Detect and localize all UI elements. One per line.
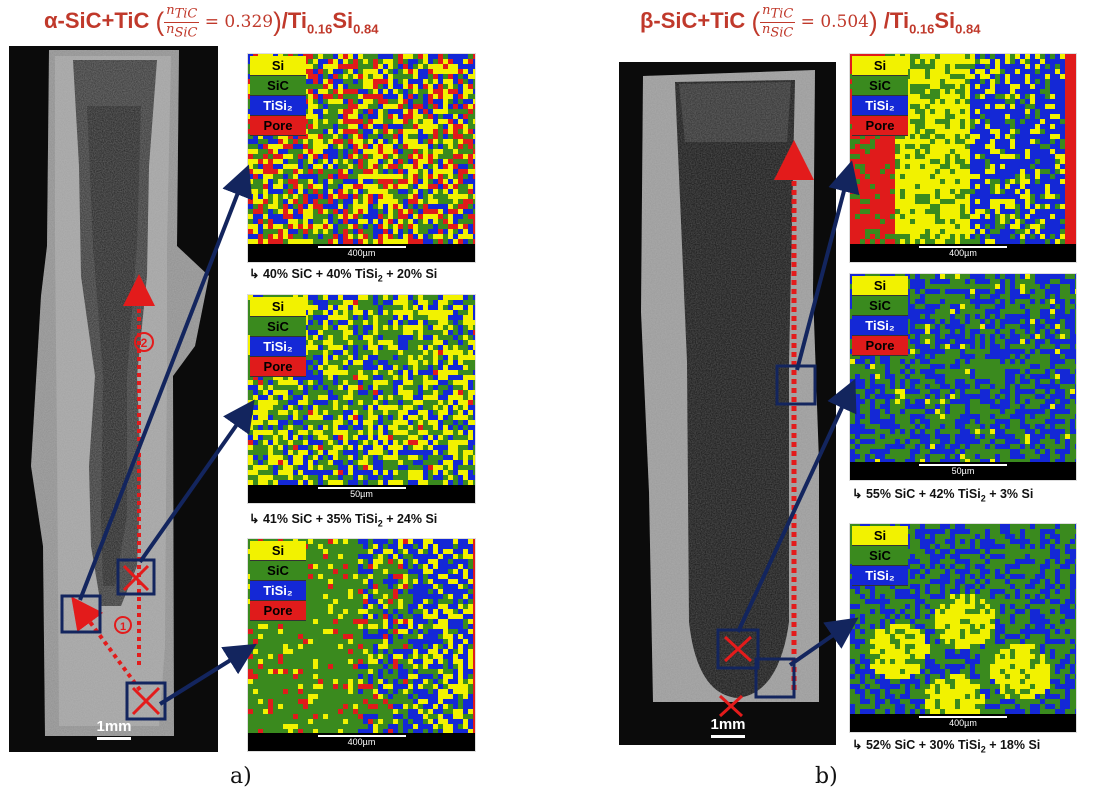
composition-a2: ↳ 41% SiC + 35% TiSi2 + 24% Si (249, 512, 438, 529)
phase-map-a1-graphic (248, 54, 475, 262)
legend-pore: Pore (250, 357, 306, 377)
legend-b1: Si SiC TiSi₂ Pore (852, 56, 908, 136)
legend-si: Si (250, 297, 306, 317)
legend-si: Si (852, 526, 908, 546)
sem-scale-bar-b: 1mm (693, 716, 763, 738)
phase-map-a1: Si SiC TiSi₂ Pore 400µm (247, 53, 476, 263)
legend-tisi2: TiSi₂ (852, 316, 908, 336)
composition-b2: ↳ 55% SiC + 42% TiSi2 + 3% Si (852, 487, 1034, 504)
legend-sic: SiC (250, 317, 306, 337)
map-scale-b1: 400µm (850, 244, 1076, 262)
sem-scale-bar-a: 1mm (79, 718, 149, 740)
legend-a3: Si SiC TiSi₂ Pore (250, 541, 306, 621)
sem-image-b-graphic (641, 70, 819, 702)
phase-map-a2: Si SiC TiSi₂ Pore 50µm (247, 294, 476, 504)
legend-a1: Si SiC TiSi₂ Pore (250, 56, 306, 136)
legend-tisi2: TiSi₂ (250, 96, 306, 116)
legend-tisi2: TiSi₂ (852, 96, 908, 116)
legend-pore: Pore (852, 116, 908, 136)
panel-label-a: a) (230, 764, 252, 789)
phase-map-b1: Si SiC TiSi₂ Pore 400µm (849, 53, 1077, 263)
legend-pore: Pore (250, 116, 306, 136)
map-scale-a2: 50µm (248, 485, 475, 503)
phase-map-a3: Si SiC TiSi₂ Pore 400µm (247, 538, 476, 752)
composition-a1: ↳ 40% SiC + 40% TiSi2 + 20% Si (249, 267, 438, 284)
sem-image-b: 1mm (619, 62, 836, 745)
phase-map-b2: Si SiC TiSi₂ Pore 50µm (849, 273, 1077, 481)
sem-image-a: 1mm (9, 46, 218, 752)
legend-sic: SiC (852, 76, 908, 96)
legend-sic: SiC (250, 561, 306, 581)
panel-a-title: α-SiC+TiC (nTiC nSiC = 0.329)/Ti0.16Si0.8… (44, 3, 379, 41)
panel-b-title: β-SiC+TiC (nTiC nSiC = 0.504) /Ti0.16Si0.… (640, 3, 981, 41)
map-scale-b2: 50µm (850, 462, 1076, 480)
map-scale-a1: 400µm (248, 244, 475, 262)
legend-tisi2: TiSi₂ (852, 566, 908, 586)
legend-pore: Pore (250, 601, 306, 621)
sem-image-a-graphic (31, 50, 209, 736)
legend-si: Si (250, 541, 306, 561)
legend-b2: Si SiC TiSi₂ Pore (852, 276, 908, 356)
phase-map-b3: Si SiC TiSi₂ 400µm (849, 523, 1077, 733)
legend-a2: Si SiC TiSi₂ Pore (250, 297, 306, 377)
legend-tisi2: TiSi₂ (250, 581, 306, 601)
legend-sic: SiC (852, 296, 908, 316)
legend-b3: Si SiC TiSi₂ (852, 526, 908, 586)
legend-sic: SiC (250, 76, 306, 96)
legend-tisi2: TiSi₂ (250, 337, 306, 357)
legend-si: Si (852, 276, 908, 296)
legend-pore: Pore (852, 336, 908, 356)
legend-si: Si (852, 56, 908, 76)
panel-label-b: b) (815, 764, 838, 789)
legend-sic: SiC (852, 546, 908, 566)
phase-map-a3-graphic (248, 539, 475, 751)
composition-b3: ↳ 52% SiC + 30% TiSi2 + 18% Si (852, 738, 1041, 755)
map-scale-a3: 400µm (248, 733, 475, 751)
map-scale-b3: 400µm (850, 714, 1076, 732)
legend-si: Si (250, 56, 306, 76)
